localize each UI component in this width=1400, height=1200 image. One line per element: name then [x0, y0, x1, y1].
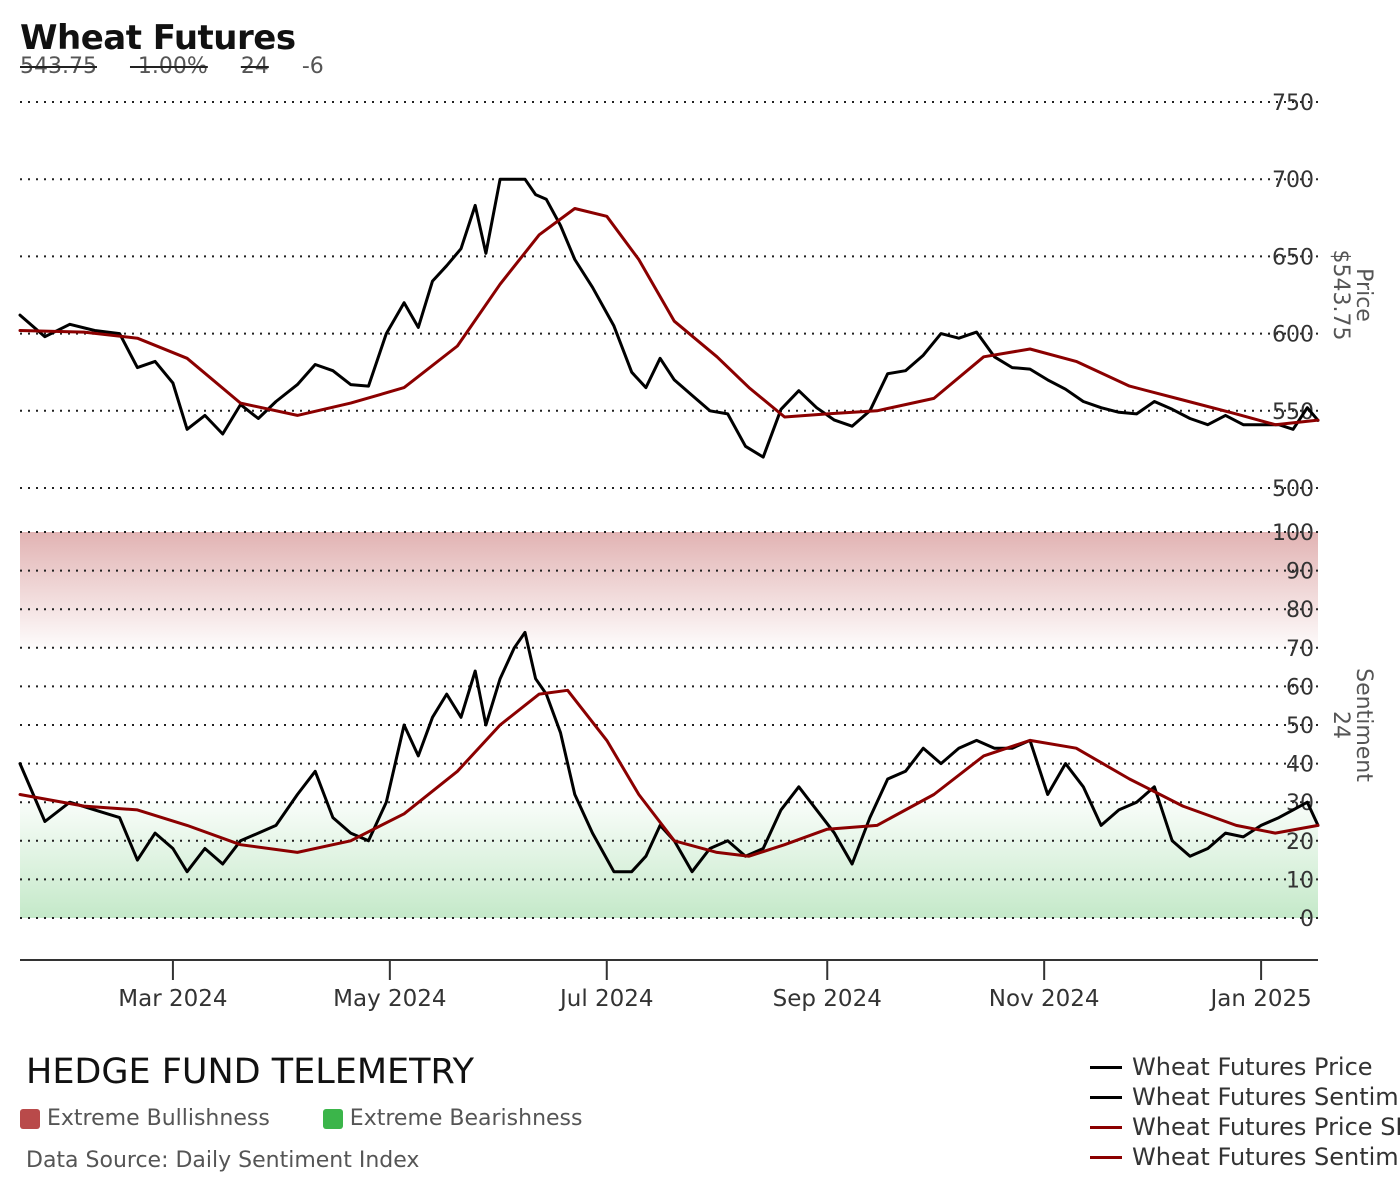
zone-bear: Extreme Bearishness	[322, 1106, 583, 1131]
y-tick-label: 70	[1286, 637, 1314, 662]
chart-title: Wheat Futures	[20, 18, 296, 58]
sentiment-change: -6	[301, 54, 324, 79]
legend-label: Wheat Futures Price	[1132, 1053, 1373, 1081]
price-line[interactable]	[18, 177, 1320, 459]
legend-item[interactable]: Wheat Futures Price	[1090, 1052, 1400, 1082]
zone-bear-label: Extreme Bearishness	[349, 1106, 583, 1131]
y-tick-label: 40	[1286, 753, 1314, 778]
legend-line-icon	[1090, 1065, 1122, 1069]
y-tick-label: 500	[1272, 477, 1314, 502]
extreme-bullishness-band	[20, 532, 1318, 648]
legend-label: Wheat Futures Sentiment SMA	[1132, 1143, 1400, 1171]
price-change-pct: -1.00%	[129, 54, 208, 79]
brand-name: HEDGE FUND TELEMETRY	[26, 1052, 475, 1092]
y-tick-label: 600	[1272, 323, 1314, 348]
sentiment-sma-line[interactable]	[18, 688, 1320, 858]
series-legend: Wheat Futures Price Wheat Futures Sentim…	[1090, 1052, 1400, 1172]
y-tick-label: 100	[1272, 521, 1314, 546]
y-tick-label: 10	[1286, 868, 1314, 893]
data-source: Data Source: Daily Sentiment Index	[26, 1148, 420, 1173]
sentiment-line[interactable]	[18, 630, 1320, 874]
legend-label: Wheat Futures Sentiment	[1132, 1083, 1400, 1111]
legend-line-icon	[1090, 1155, 1122, 1159]
zone-legend: Extreme Bullishness Extreme Bearishness	[20, 1106, 628, 1135]
extreme-bearishness-band	[20, 802, 1318, 918]
current-sentiment: 24	[240, 54, 269, 79]
y-tick-label: 60	[1286, 675, 1314, 700]
y-tick-label: 50	[1286, 714, 1314, 739]
zone-bull: Extreme Bullishness	[20, 1106, 270, 1131]
x-tick-label: Sep 2024	[773, 986, 882, 1012]
x-tick-label: Nov 2024	[989, 986, 1100, 1012]
price-sma-line[interactable]	[18, 207, 1320, 427]
legend-item[interactable]: Wheat Futures Sentiment SMA	[1090, 1142, 1400, 1172]
current-price: 543.75	[20, 54, 97, 79]
legend-line-icon	[1090, 1095, 1122, 1099]
zone-bull-label: Extreme Bullishness	[47, 1106, 270, 1131]
y-tick-label: 700	[1272, 168, 1314, 193]
y-tick-label: 650	[1272, 245, 1314, 270]
y-tick-label: 20	[1286, 830, 1314, 855]
x-tick-label: Mar 2024	[118, 986, 227, 1012]
x-tick-label: Jan 2025	[1208, 986, 1311, 1012]
bear-swatch-icon	[322, 1108, 343, 1129]
y-tick-label: 750	[1272, 91, 1314, 116]
price-axis-label: Price	[1351, 268, 1376, 322]
x-tick-label: Jul 2024	[558, 986, 654, 1012]
x-tick-label: May 2024	[333, 986, 446, 1012]
y-tick-label: 90	[1286, 560, 1314, 585]
legend-item[interactable]: Wheat Futures Price SMA	[1090, 1112, 1400, 1142]
y-tick-label: 80	[1286, 598, 1314, 623]
sentiment-axis-value: 24	[1328, 711, 1353, 739]
y-tick-label: 0	[1300, 907, 1314, 932]
bull-swatch-icon	[20, 1108, 40, 1129]
chart-canvas: 500550600650700750Price$543.750102030405…	[18, 91, 1376, 1012]
legend-label: Wheat Futures Price SMA	[1132, 1113, 1400, 1141]
price-axis-value: $543.75	[1328, 250, 1353, 341]
legend-line-icon	[1090, 1125, 1122, 1129]
header-stats: 543.75 -1.00% 24 -6	[20, 54, 350, 79]
legend-item[interactable]: Wheat Futures Sentiment	[1090, 1082, 1400, 1112]
sentiment-axis-label: Sentiment	[1351, 668, 1376, 782]
